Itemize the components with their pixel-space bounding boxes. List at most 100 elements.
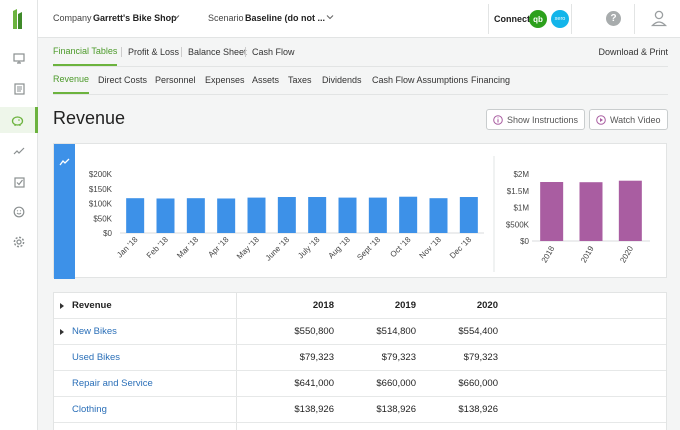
help-icon[interactable]: ? — [606, 11, 621, 26]
rail-item-schedule[interactable] — [0, 169, 38, 195]
column-header-revenue: Revenue — [72, 300, 112, 311]
table-cell-value: $554,400 — [458, 326, 498, 337]
watch-video-label: Watch Video — [610, 114, 661, 125]
x-tick-label: 2018 — [540, 244, 557, 264]
revenue-stream-link[interactable]: Used Bikes — [72, 352, 121, 363]
revenue-charts: $0 $50K $100K $150K $200K Jan '18 Feb '18 Mar '… — [89, 156, 650, 272]
chevron-down-icon[interactable] — [326, 14, 334, 20]
x-tick-label: Jan '18 — [115, 235, 140, 260]
show-instructions-button[interactable]: Show Instructions — [486, 109, 586, 130]
download-print-link[interactable]: Download & Print — [598, 47, 668, 57]
nav-divider — [121, 47, 122, 57]
quickbooks-icon[interactable]: qb — [529, 10, 547, 28]
checklist-icon — [13, 176, 25, 188]
monitor-icon — [13, 52, 25, 64]
tab-balance-sheet[interactable]: Balance Sheet — [188, 47, 247, 57]
company-selector[interactable]: Garrett's Bike Shop — [93, 13, 177, 23]
subtab-assets[interactable]: Assets — [252, 75, 280, 85]
y-tick-label: $1M — [513, 204, 529, 213]
table-cell-value: $660,000 — [458, 378, 498, 389]
y-tick-label: $100K — [89, 200, 113, 209]
left-rail — [0, 0, 38, 430]
rail-item-forecast[interactable] — [0, 107, 38, 133]
y-tick-label: $1.5M — [507, 187, 530, 196]
subtab-financing[interactable]: Financing — [471, 75, 511, 85]
table-cell-value: $138,926 — [294, 404, 334, 415]
rail-item-help-center[interactable] — [0, 199, 38, 225]
subtab-taxes[interactable]: Taxes — [288, 75, 312, 85]
chart-bar — [156, 198, 175, 233]
divider — [634, 4, 635, 34]
subtab-personnel[interactable]: Personnel — [155, 75, 196, 85]
x-tick-label: Nov '18 — [418, 235, 444, 261]
column-header-year: 2020 — [476, 300, 498, 311]
x-tick-label: Apr '18 — [206, 235, 231, 260]
chart-bar — [618, 180, 642, 241]
x-tick-label: Dec '18 — [448, 235, 474, 261]
chart-bar — [368, 197, 387, 233]
chart-bar — [186, 198, 205, 233]
y-tick-label: $0 — [103, 229, 112, 238]
chart-bar — [126, 198, 145, 233]
x-tick-label: 2020 — [618, 244, 635, 264]
x-tick-label: Mar '18 — [175, 235, 200, 260]
table-header-row: Revenue 2018 2019 2020 — [54, 293, 666, 319]
primary-nav: Financial Tables Profit & Loss Balance S… — [38, 38, 680, 66]
connect-label: Connect — [494, 14, 530, 24]
trend-line-icon — [59, 158, 70, 166]
subtab-direct-costs[interactable]: Direct Costs — [98, 75, 148, 85]
y-tick-label: $500K — [506, 220, 530, 229]
chart-bar — [247, 197, 266, 233]
divider — [53, 94, 668, 95]
table-cell-value: $660,000 — [376, 378, 416, 389]
tab-financial-tables[interactable]: Financial Tables — [53, 38, 118, 66]
subtab-expenses[interactable]: Expenses — [205, 75, 245, 85]
company-label: Company — [53, 13, 92, 23]
chevron-down-icon[interactable] — [172, 14, 180, 20]
subtab-dividends[interactable]: Dividends — [322, 75, 362, 85]
table-row: Used Bikes $79,323 $79,323 $79,323 — [54, 345, 666, 371]
top-bar: Company Garrett's Bike Shop Scenario Bas… — [38, 0, 680, 38]
nav-divider — [181, 47, 182, 57]
user-avatar-icon[interactable] — [650, 9, 668, 27]
chart-bar — [579, 182, 603, 241]
piggy-bank-icon — [11, 115, 24, 126]
y-tick-label: $150K — [89, 185, 113, 194]
scenario-selector[interactable]: Baseline (do not ... — [245, 13, 326, 23]
chart-bar — [459, 197, 478, 233]
tab-profit-loss[interactable]: Profit & Loss — [128, 47, 180, 57]
chart-bar — [308, 197, 327, 233]
expand-caret-icon[interactable] — [59, 302, 65, 310]
table-cell-value: $79,323 — [299, 352, 334, 363]
page-title: Revenue — [53, 108, 126, 128]
revenue-stream-link[interactable]: New Bikes — [72, 326, 117, 337]
chart-side-tab[interactable] — [54, 144, 75, 279]
table-cell-value: $79,323 — [381, 352, 416, 363]
secondary-nav: Revenue Direct Costs Personnel Expenses … — [38, 67, 680, 94]
rail-item-overview[interactable] — [0, 45, 38, 71]
table-cell-value: $138,926 — [376, 404, 416, 415]
expand-caret-icon[interactable] — [59, 328, 65, 336]
subtab-revenue[interactable]: Revenue — [53, 67, 90, 94]
tab-cash-flow[interactable]: Cash Flow — [252, 47, 295, 57]
y-tick-label: $0 — [520, 237, 529, 246]
x-tick-label: July '18 — [296, 235, 322, 261]
table-row: New Bikes $550,800 $514,800 $554,400 — [54, 319, 666, 345]
column-header-year: 2018 — [312, 300, 334, 311]
chart-bar — [429, 198, 448, 233]
rail-item-settings[interactable] — [0, 229, 38, 255]
x-tick-label: June '18 — [264, 235, 292, 263]
subtab-cash-flow-assumptions[interactable]: Cash Flow Assumptions — [372, 75, 469, 85]
table-cell-value: $514,800 — [376, 326, 416, 337]
watch-video-button[interactable]: Watch Video — [589, 109, 668, 130]
table-row: Clothing $138,926 $138,926 $138,926 — [54, 397, 666, 423]
smiley-icon — [13, 206, 25, 218]
revenue-stream-link[interactable]: Clothing — [72, 404, 107, 415]
xero-icon[interactable]: xero — [551, 10, 569, 28]
rail-item-dashboard[interactable] — [0, 138, 38, 164]
revenue-stream-link[interactable]: Repair and Service — [72, 378, 153, 389]
y-tick-label: $50K — [93, 214, 112, 223]
rail-item-pitch[interactable] — [0, 76, 38, 102]
scenario-label: Scenario — [208, 13, 244, 23]
